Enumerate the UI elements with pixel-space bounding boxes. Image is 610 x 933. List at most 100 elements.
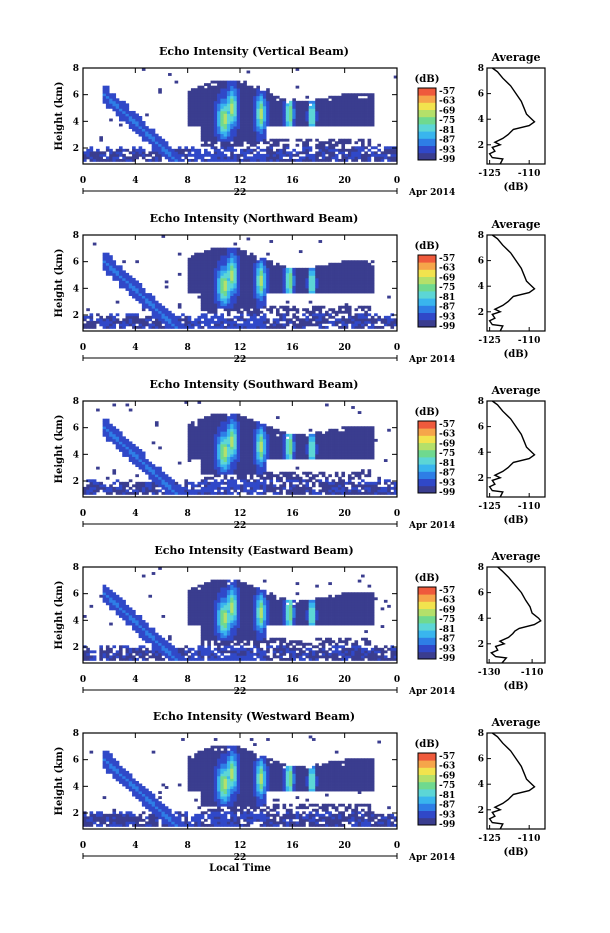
heatmap-cell [361,313,365,316]
heatmap-cell [220,96,224,99]
heatmap-cell [283,452,287,455]
heatmap-cell [201,144,205,147]
heatmap-cell [266,439,270,442]
heatmap-cell [171,159,175,162]
heatmap-cell [217,131,221,134]
heatmap-cell [351,436,355,439]
heatmap-cell [214,108,218,111]
heatmap-cell [119,106,123,109]
heatmap-cell [188,108,192,111]
heatmap-cell [86,154,90,157]
heatmap-cell [188,326,192,329]
heatmap-cell [188,436,192,439]
heatmap-cell [322,159,326,162]
heatmap-cell [266,103,270,106]
heatmap-cell [368,113,372,116]
heatmap-cell [162,154,166,157]
heatmap-cell [269,429,273,432]
heatmap-cell [207,280,211,283]
heatmap-cell [260,436,264,439]
heatmap-cell [129,159,133,162]
heatmap-cell [188,452,192,455]
heatmap-cell [96,484,100,487]
heatmap-cell [263,321,267,324]
heatmap-cell [368,489,372,492]
heatmap-cell [319,323,323,326]
panel-1: Echo Intensity (Northward Beam)2468Heigh… [54,212,545,365]
heatmap-cell [227,308,231,311]
heatmap-cell [319,316,323,319]
heatmap-cell [335,429,339,432]
heatmap-cell [256,91,260,94]
heatmap-cell [230,288,234,291]
heatmap-cell [217,154,221,157]
heatmap-cell [325,431,329,434]
heatmap-cell [309,487,313,490]
heatmap-cell [341,144,345,147]
heatmap-cell [351,108,355,111]
heatmap-cell [299,268,303,271]
heatmap-cell [103,263,107,266]
heatmap-cell [328,313,332,316]
heatmap-cell [289,446,293,449]
heatmap-cell [191,263,195,266]
heatmap-cell [201,134,205,137]
heatmap-cell [286,477,290,480]
heatmap-cell [279,111,283,114]
heatmap-cell [266,260,270,263]
heatmap-cell [305,154,309,157]
heatmap-cell [217,424,221,427]
heatmap-cell [237,101,241,104]
heatmap-cell [351,484,355,487]
heatmap-cell [269,482,273,485]
heatmap-cell [132,111,136,114]
heatmap-cell [250,88,254,91]
heatmap-cell [283,124,287,127]
heatmap-cell [233,482,237,485]
heatmap-cell [103,600,107,603]
heatmap-cell [269,159,273,162]
heatmap-cell [162,482,166,485]
heatmap-cell [361,446,365,449]
heatmap-cell [296,454,300,457]
heatmap-cell [364,441,368,444]
heatmap-cell [224,98,228,101]
heatmap-cell [106,648,110,651]
heatmap-cell [250,303,254,306]
heatmap-cell [211,260,215,263]
y-tick-label: 6 [73,424,79,434]
heatmap-cell [377,318,381,321]
heatmap-cell [132,146,136,149]
heatmap-cell [247,321,251,324]
heatmap-cell [204,457,208,460]
x-tick-label: 16 [286,509,299,519]
heatmap-cell [142,452,146,455]
heatmap-cell [253,489,257,492]
heatmap-cell [178,489,182,492]
heatmap-cell [106,156,110,159]
heatmap-cell [358,426,362,429]
colorbar-tick-label: -99 [439,155,455,165]
heatmap-cell [247,457,251,460]
heatmap-cell [116,444,120,447]
heatmap-cell [345,308,349,311]
heatmap-cell [260,487,264,490]
heatmap-cell [217,121,221,124]
heatmap-cell [233,96,237,99]
heatmap-cell [99,484,103,487]
heatmap-cell [250,141,254,144]
heatmap-cell [116,492,120,495]
heatmap-cell [175,159,179,162]
heatmap-cell [253,283,257,286]
heatmap-cell [211,101,215,104]
heatmap-cell [237,108,241,111]
heatmap-cell [283,308,287,311]
heatmap-cell [220,318,224,321]
heatmap-cell [197,419,201,422]
heatmap-cell [188,446,192,449]
heatmap-cell [345,93,349,96]
heatmap-cell [214,156,218,159]
heatmap-cell [322,484,326,487]
heatmap-cell [354,457,358,460]
